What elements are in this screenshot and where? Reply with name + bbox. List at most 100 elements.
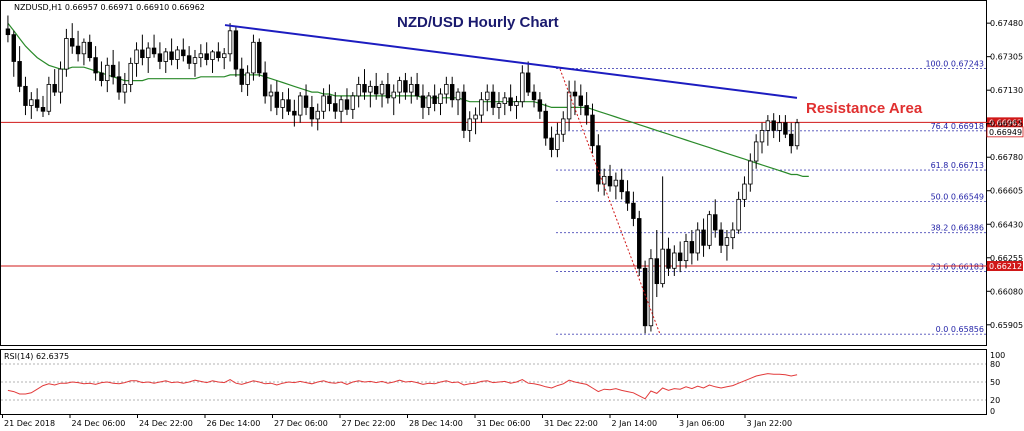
candle-body [677,252,683,262]
candle-body [642,267,648,327]
candle-body [672,252,677,269]
candle-body [426,95,432,108]
candle-body [531,91,537,101]
candle-body [508,97,513,106]
symbol-info: NZDUSD,H1 0.66957 0.66971 0.66910 0.6696… [14,3,205,12]
candle-body [742,183,747,200]
candle-body [783,122,788,135]
candle-body [601,175,607,185]
price-axis-label: 0.66430 [990,220,1023,229]
time-axis-label: 26 Dec 14:00 [207,419,261,428]
candle-body [701,229,706,246]
rsi-axis-label: 50 [990,378,1000,387]
candle-body [689,241,695,254]
candle-body [765,120,771,131]
candle-body [479,99,484,116]
candle-body [227,30,233,55]
candle-body [537,99,543,112]
candle-body [280,99,285,108]
candle-body [794,122,800,147]
candle-body [338,99,344,112]
candle-body [590,114,595,147]
candle-body [333,103,338,112]
candle-body [467,118,472,131]
candle-body [169,51,174,60]
candle-body [251,41,256,74]
candle-body [110,64,116,78]
candle-body [274,91,280,108]
candle-body [613,179,619,187]
candle-body [151,47,157,55]
candle-body [753,141,759,162]
candle-body [730,229,735,239]
price-axis-label: 0.66955 [990,120,1023,129]
candle-body [525,72,531,93]
fib-level-label: 61.8 0.66713 [931,161,984,170]
candle-body [379,84,385,95]
candle-body [432,95,437,104]
candle-body [385,84,391,99]
candle-body [128,62,133,85]
price-axis-label: 0.66605 [990,187,1023,196]
fib-level-label: 50.0 0.66549 [931,192,984,201]
candle-body [34,99,40,108]
candle-body [572,91,578,97]
candle-body [713,214,718,231]
candle-body [46,84,52,112]
candle-body [122,84,128,93]
candle-body [17,61,22,87]
candle-body [70,38,75,47]
candle-body [748,160,753,185]
price-axis-label: 0.67130 [990,86,1023,95]
time-axis-label: 27 Dec 22:00 [342,419,396,428]
time-axis-label: 27 Dec 06:00 [274,419,328,428]
fib-level-label: 76.4 0.66918 [931,122,984,131]
rsi-axis-label: 100 [990,351,1005,360]
candle-body [373,85,379,95]
candle-body [64,38,69,70]
candle-body [449,84,455,101]
candle-body [502,97,508,104]
level-price-tag-text: 0.66962 [989,118,1022,127]
candle-body [625,191,630,204]
candle-body [683,241,689,262]
candle-body [543,110,548,139]
resistance-area-label: Resistance Area [806,100,923,117]
level-price-tag [987,261,1023,272]
candle-body [561,118,566,135]
candle-body [5,28,11,36]
candle-body [52,84,57,93]
candle-body [221,53,227,59]
candle-body [514,101,519,106]
candle-body [186,55,192,64]
candle-body [216,51,221,59]
time-axis-label: 31 Dec 06:00 [477,419,531,428]
candle-body [584,105,589,116]
price-axis-label: 0.67305 [990,53,1023,62]
candle-body [619,179,624,193]
candle-body [455,91,461,101]
current-price-tag [986,126,1024,138]
chart-title: NZD/USD Hourly Chart [397,14,559,31]
price-axis-label: 0.65905 [990,321,1023,330]
candle-body [777,122,782,131]
candle-body [233,30,239,70]
time-axis-label: 24 Dec 22:00 [139,419,193,428]
candle-body [438,93,443,104]
candle-body [146,47,151,59]
candle-body [134,49,139,64]
price-axis-label: 0.67480 [990,19,1023,28]
candle-body [303,95,309,108]
candle-body [262,72,268,97]
candle-body [192,57,198,64]
candle-body [210,51,215,60]
rsi-axis-label: 80 [990,360,1000,369]
candle-body [637,218,642,269]
candle-body [490,91,496,108]
sma-line [7,22,809,177]
candle-body [175,49,180,60]
current-price-tag-text: 0.66949 [989,128,1022,137]
candle-body [11,34,16,62]
time-axis-label: 31 Dec 22:00 [544,419,598,428]
fib-level-label: 0.0 0.65856 [936,325,984,334]
